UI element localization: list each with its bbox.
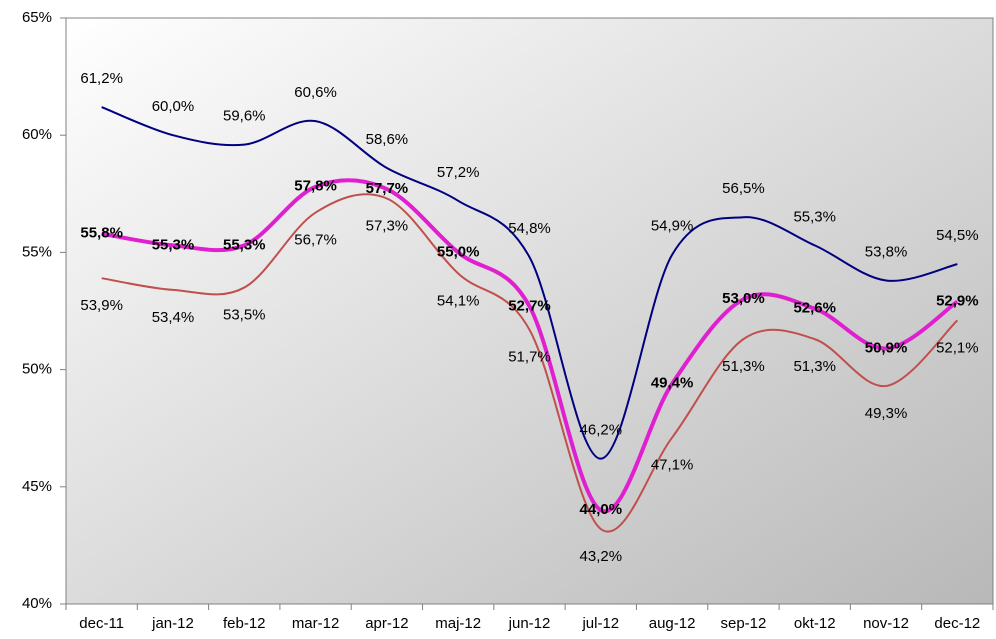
data-label: 51,7%	[508, 349, 551, 366]
data-label: 60,6%	[294, 84, 337, 101]
x-tick-label: maj-12	[435, 615, 481, 632]
data-label: 55,0%	[437, 243, 480, 260]
x-tick-label: jul-12	[581, 615, 619, 632]
data-label: 47,1%	[651, 457, 694, 474]
data-label: 53,5%	[223, 307, 266, 324]
data-label: 55,8%	[80, 225, 123, 242]
x-tick-label: jan-12	[151, 615, 194, 632]
x-tick-label: dec-12	[934, 615, 980, 632]
data-label: 55,3%	[152, 236, 195, 253]
data-label: 49,4%	[651, 375, 694, 392]
data-label: 44,0%	[580, 501, 623, 518]
data-label: 54,1%	[437, 292, 480, 309]
data-label: 58,6%	[366, 131, 409, 148]
data-label: 55,3%	[223, 236, 266, 253]
data-label: 57,3%	[366, 217, 409, 234]
x-tick-label: feb-12	[223, 615, 266, 632]
x-tick-label: apr-12	[365, 615, 408, 632]
data-label: 60,0%	[152, 98, 195, 115]
y-tick-label: 40%	[22, 595, 52, 612]
series-line	[101, 106, 958, 460]
data-label: 46,2%	[580, 422, 623, 439]
data-label: 49,3%	[865, 405, 908, 422]
data-label: 59,6%	[223, 108, 266, 125]
y-tick-label: 45%	[22, 478, 52, 495]
data-label: 53,9%	[80, 297, 123, 314]
series-line	[101, 193, 959, 533]
data-label: 57,8%	[294, 178, 337, 195]
y-tick-label: 60%	[22, 126, 52, 143]
data-label: 57,2%	[437, 164, 480, 181]
y-tick-label: 65%	[22, 9, 52, 26]
x-tick-label: jun-12	[508, 615, 551, 632]
data-label: 54,5%	[936, 227, 979, 244]
data-label: 57,7%	[366, 180, 409, 197]
x-tick-label: sep-12	[720, 615, 766, 632]
data-label: 52,6%	[793, 300, 836, 317]
data-label: 56,5%	[722, 180, 765, 197]
y-tick-label: 55%	[22, 243, 52, 260]
data-label: 51,3%	[722, 358, 765, 375]
x-tick-label: okt-12	[794, 615, 836, 632]
data-label: 54,9%	[651, 218, 694, 235]
data-label: 61,2%	[80, 70, 123, 87]
data-label: 51,3%	[793, 358, 836, 375]
data-label: 53,8%	[865, 243, 908, 260]
y-tick-label: 50%	[22, 361, 52, 378]
data-label: 43,2%	[580, 548, 623, 565]
data-label: 56,7%	[294, 232, 337, 249]
data-label: 53,4%	[152, 309, 195, 326]
data-label: 52,1%	[936, 339, 979, 356]
x-tick-label: dec-11	[79, 615, 124, 632]
x-tick-label: nov-12	[863, 615, 909, 632]
data-label: 52,7%	[508, 297, 551, 314]
series-line	[101, 178, 959, 514]
data-label: 54,8%	[508, 220, 551, 237]
data-label: 55,3%	[793, 208, 836, 225]
data-label: 53,0%	[722, 290, 765, 307]
plot-area	[65, 17, 994, 605]
x-tick-label: aug-12	[649, 615, 696, 632]
x-tick-label: mar-12	[292, 615, 340, 632]
data-label: 50,9%	[865, 339, 908, 356]
data-label: 52,9%	[936, 293, 979, 310]
